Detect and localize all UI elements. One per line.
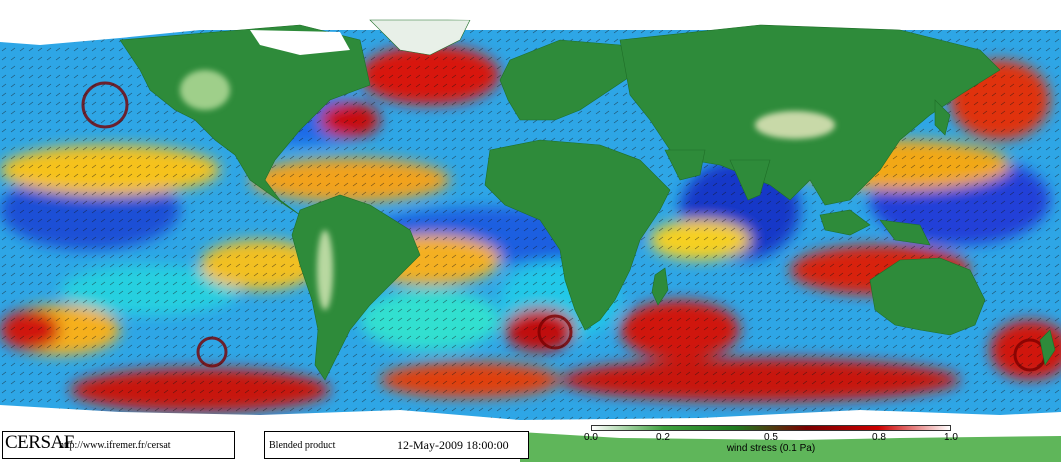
product-box: Blended product 12-May-2009 18:00:00	[264, 431, 529, 459]
colorbar-tick: 1.0	[944, 432, 958, 443]
antarctica	[520, 432, 1061, 462]
source-url[interactable]: http://www.ifremer.fr/cersat	[59, 440, 171, 451]
colorbar	[591, 425, 951, 431]
product-label: Blended product	[269, 440, 336, 451]
colorbar-tick: 0.2	[656, 432, 670, 443]
colorbar-tick: 0.5	[764, 432, 778, 443]
colorbar-label: wind stress (0.1 Pa)	[726, 443, 816, 454]
credits-box: CERSAF http://www.ifremer.fr/cersat	[2, 431, 235, 459]
highlands	[180, 70, 835, 310]
datetime-label: 12-May-2009 18:00:00	[397, 438, 509, 452]
brand-logo: CERSAF	[5, 432, 74, 453]
colorbar-tick: 0.0	[584, 432, 598, 443]
colorbar-tick: 0.8	[872, 432, 886, 443]
